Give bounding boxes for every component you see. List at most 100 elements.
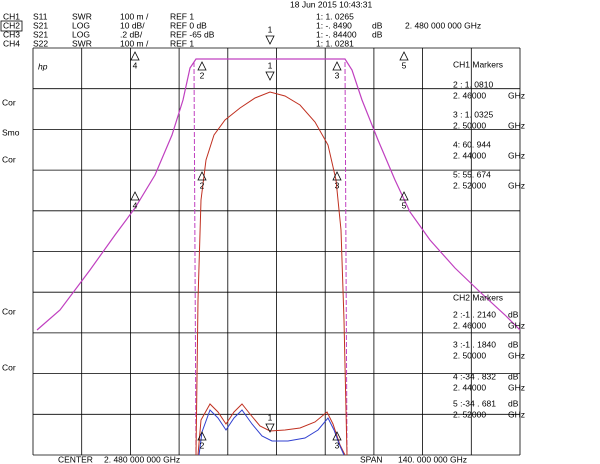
format: SWR xyxy=(72,11,92,21)
marker-value: 3 :-1 . 1840 xyxy=(453,339,496,349)
marker-unit: GHz xyxy=(508,180,525,190)
marker-table-title: CH1 Markers xyxy=(453,59,503,69)
ch1-trace xyxy=(36,58,521,331)
channel-name: CH2 xyxy=(3,20,20,30)
labels: 18 Jun 2015 10:43:31 CH1 S11 SWR 100 m / REF … xyxy=(0,0,525,464)
scale: 10 dB/ xyxy=(120,20,145,30)
marker-frequency: 2. 52000 xyxy=(453,409,486,419)
marker-table-title: CH2 Markers xyxy=(453,292,503,302)
marker-unit: dB xyxy=(508,371,519,381)
scale: 100 m / xyxy=(120,38,149,48)
marker-frequency: 2. 50000 xyxy=(453,350,486,360)
footer-value: 140. 000 000 GHz xyxy=(398,454,467,464)
trace-marker xyxy=(399,51,409,61)
reference: REF 0 dB xyxy=(170,20,207,30)
reference: REF 1 xyxy=(170,38,194,48)
marker-value: 4 :-34 . 832 xyxy=(453,371,496,381)
reference: REF 1 xyxy=(170,11,194,21)
scale: 100 m / xyxy=(120,11,149,21)
trace-marker xyxy=(130,191,140,201)
channel-name: CH3 xyxy=(3,29,20,39)
marker-value: 4: 60. 944 xyxy=(453,139,491,149)
trace-marker-label: 2 xyxy=(200,180,205,190)
trace-marker xyxy=(265,423,275,433)
ch4-trace xyxy=(193,61,348,456)
reference: REF -65 dB xyxy=(170,29,215,39)
marker-frequency: 2. 46000 xyxy=(453,320,486,330)
marker-frequency: 2. 52000 xyxy=(453,180,486,190)
marker-unit: GHz xyxy=(508,409,525,419)
trace-marker xyxy=(197,171,207,181)
marker-frequency: 2. 50000 xyxy=(453,120,486,130)
trace-marker xyxy=(197,61,207,71)
marker-readout: 1: 1. 0265 xyxy=(316,11,354,21)
trace-marker-label: 4 xyxy=(133,60,138,70)
marker-unit: GHz xyxy=(508,150,525,160)
status-label: Cor xyxy=(2,154,16,164)
marker-unit: GHz xyxy=(508,120,525,130)
status-label: hp xyxy=(38,61,48,71)
unit: dB xyxy=(372,29,383,39)
marker-unit: GHz xyxy=(508,382,525,392)
status-label: Cor xyxy=(2,306,16,316)
trace-marker xyxy=(399,191,409,201)
trace-marker-label: 2 xyxy=(200,440,205,450)
marker-unit: GHz xyxy=(508,350,525,360)
format: SWR xyxy=(72,38,92,48)
ch3-trace xyxy=(197,403,346,456)
channel-name: CH1 xyxy=(3,11,20,21)
parameter: S21 xyxy=(33,29,48,39)
trace-marker xyxy=(332,431,342,441)
trace-marker xyxy=(265,71,275,81)
ch2-trace xyxy=(195,91,348,456)
timestamp: 18 Jun 2015 10:43:31 xyxy=(290,0,373,9)
marker-value: 5: 55. 674 xyxy=(453,169,491,179)
status-label: Smo xyxy=(2,127,20,137)
marker-readout: 1: -. 8490 xyxy=(316,20,352,30)
ch3-memory-trace xyxy=(198,409,345,456)
marker-value: 2 :-1 . 2140 xyxy=(453,309,496,319)
status-label: Cor xyxy=(2,362,16,372)
parameter: S21 xyxy=(33,20,48,30)
trace-marker xyxy=(332,61,342,71)
marker-unit: dB xyxy=(508,339,519,349)
footer-label: SPAN xyxy=(360,454,383,464)
parameter: S11 xyxy=(33,11,48,21)
frequency: 2. 480 000 000 GHz xyxy=(405,20,481,30)
marker-value: 3 : 1. 0325 xyxy=(453,109,493,119)
marker-frequency: 2. 46000 xyxy=(453,90,486,100)
format: LOG xyxy=(72,29,90,39)
marker-unit: GHz xyxy=(508,320,525,330)
trace-marker xyxy=(265,35,275,45)
trace-marker xyxy=(130,51,140,61)
trace-marker-label: 2 xyxy=(200,70,205,80)
footer-value: 2. 480 000 000 GHz xyxy=(104,454,180,464)
trace-marker-label: 3 xyxy=(335,440,340,450)
status-label: Cor xyxy=(2,97,16,107)
graticule xyxy=(32,47,521,456)
marker-value: 2 : 1. 0810 xyxy=(453,79,493,89)
trace-marker-label: 5 xyxy=(402,60,407,70)
marker-unit: dB xyxy=(508,309,519,319)
marker-readout: 1: 1. 0281 xyxy=(316,38,354,48)
trace-marker-label: 3 xyxy=(335,180,340,190)
trace-marker xyxy=(197,431,207,441)
footer-label: CENTER xyxy=(58,454,93,464)
parameter: S22 xyxy=(33,38,48,48)
channel-name: CH4 xyxy=(3,38,20,48)
trace-marker-label: 3 xyxy=(335,70,340,80)
unit: dB xyxy=(372,20,383,30)
trace-marker xyxy=(332,171,342,181)
marker-unit: GHz xyxy=(508,90,525,100)
format: LOG xyxy=(72,20,90,30)
marker-value: 5 :-34 . 681 xyxy=(453,398,496,408)
trace-marker-label: 4 xyxy=(133,200,138,210)
active-channel-box xyxy=(0,20,23,32)
trace-marker-label: 1 xyxy=(268,24,273,34)
trace-marker-label: 5 xyxy=(402,200,407,210)
marker-readout: 1: -. 84400 xyxy=(316,29,357,39)
marker-frequency: 2. 44000 xyxy=(453,382,486,392)
scale: .2 dB/ xyxy=(120,29,143,39)
trace-marker-label: 1 xyxy=(268,60,273,70)
